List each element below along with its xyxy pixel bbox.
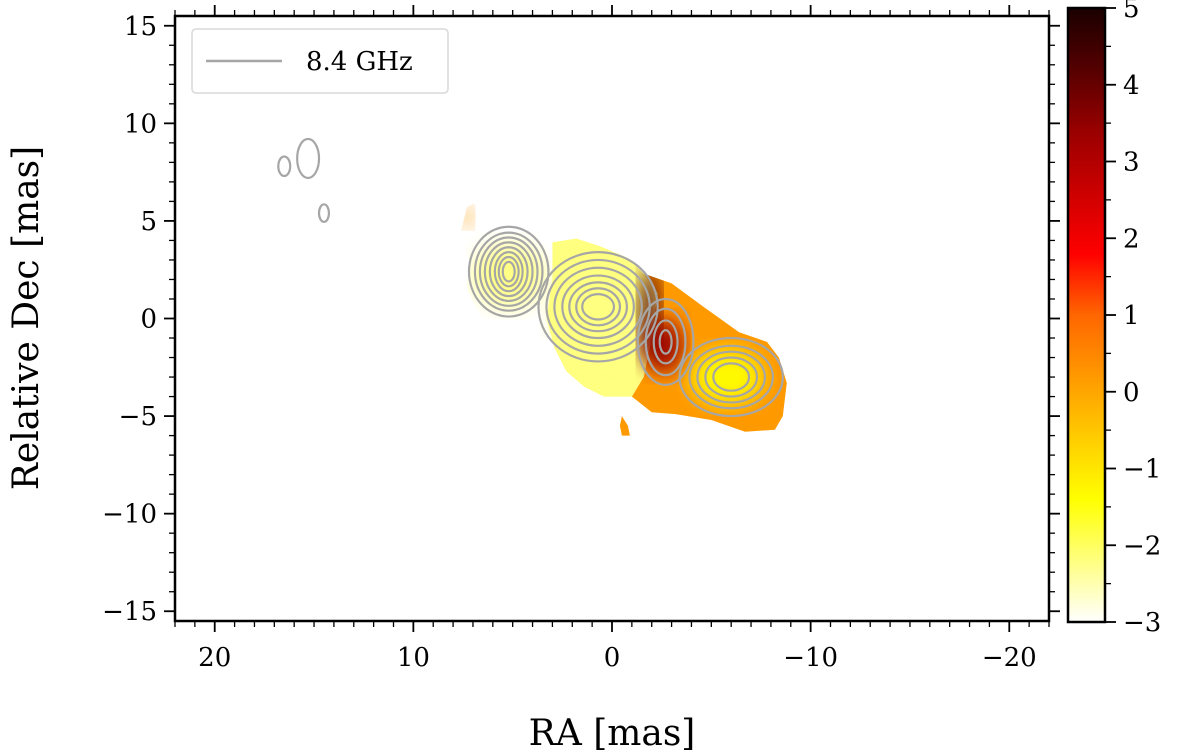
colorbar-tick-label: 0	[1123, 378, 1140, 408]
contour-line	[317, 203, 331, 223]
heatmap-spot	[461, 207, 473, 227]
colorbar-tick-label: −3	[1123, 608, 1161, 638]
plot-area	[277, 137, 787, 436]
contour-line	[636, 297, 695, 386]
y-tick-label: 15	[124, 12, 157, 42]
y-tick-label: −10	[102, 500, 157, 530]
contour-line	[467, 225, 550, 318]
colorbar-gradient	[1068, 8, 1105, 622]
contour-line	[277, 155, 292, 178]
contour-line	[658, 329, 673, 355]
contour-layer	[277, 137, 784, 418]
x-tick-label: −20	[982, 643, 1037, 673]
colorbar-tick-label: −2	[1123, 531, 1161, 561]
colorbar-tick-label: 3	[1123, 148, 1140, 178]
x-axis: 20 10 0 −10 −20	[174, 5, 1050, 673]
x-tick-label: 10	[397, 643, 430, 673]
y-tick-label: 5	[140, 207, 157, 237]
contour-line	[497, 255, 520, 288]
contour-line	[478, 236, 539, 307]
y-axis-title: Relative Dec [mas]	[6, 146, 47, 490]
contour-line	[644, 307, 687, 377]
colorbar-tick-label: −1	[1123, 455, 1161, 485]
contour-line	[553, 266, 643, 347]
contour-line	[488, 246, 529, 298]
contour-line	[688, 344, 774, 410]
legend-frame	[191, 28, 449, 94]
heatmap-spot	[691, 349, 763, 405]
contour-line	[678, 336, 784, 418]
contour-line	[493, 251, 524, 293]
x-axis-title: RA [mas]	[529, 713, 696, 753]
heatmap-region-blob	[619, 416, 630, 436]
contour-line	[537, 251, 659, 363]
colorbar-tick-label: 2	[1123, 224, 1140, 254]
contour-line	[581, 293, 616, 321]
x-tick-label: −10	[783, 643, 838, 673]
y-tick-label: −15	[102, 597, 157, 627]
x-tick-label: 20	[198, 643, 231, 673]
x-tick-label: 0	[604, 643, 621, 673]
colorbar-tick-label: 4	[1123, 71, 1140, 101]
contour-line	[575, 287, 622, 327]
y-tick-label: 0	[140, 305, 157, 335]
contour-line	[568, 281, 628, 333]
colorbar-tick-label: 5	[1123, 0, 1140, 24]
contour-line	[704, 356, 759, 398]
contour-line	[561, 274, 635, 340]
contour-line	[483, 241, 534, 303]
legend-label: 8.4 GHz	[306, 47, 413, 77]
contour-line	[473, 231, 544, 312]
legend: 8.4 GHz	[191, 28, 449, 94]
y-tick-label: 10	[124, 109, 157, 139]
contour-line	[712, 362, 751, 392]
y-tick-label: −5	[119, 402, 157, 432]
contour-line	[696, 350, 767, 404]
colorbar-tick-label: 1	[1123, 301, 1140, 331]
contour-line	[296, 137, 321, 180]
colorbar: 5 4 3 2 1 0 −1 −2 −3	[1066, 0, 1161, 638]
contour-line	[501, 260, 516, 283]
contour-line	[652, 319, 679, 365]
y-axis: 15 10 5 0 −5 −10 −15	[102, 12, 1060, 627]
